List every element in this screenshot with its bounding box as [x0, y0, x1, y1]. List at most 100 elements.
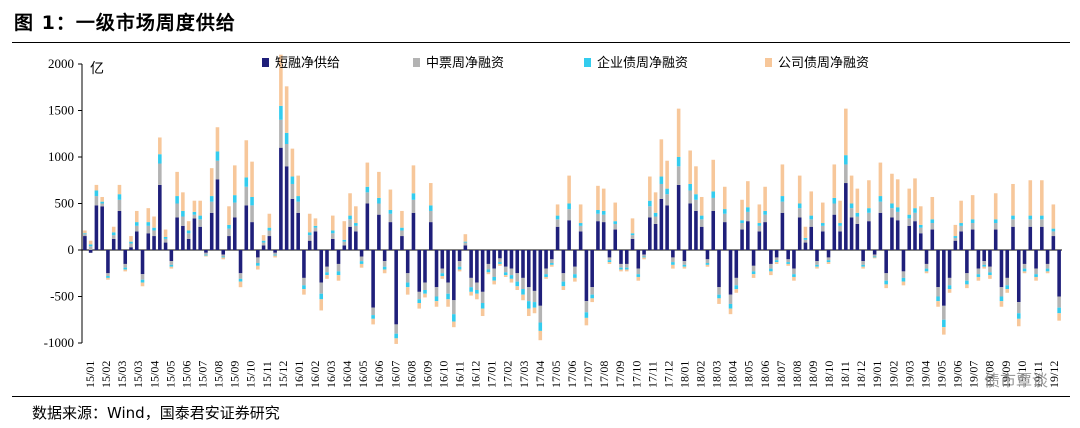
bar-segment — [653, 192, 658, 213]
bar-segment — [970, 195, 975, 220]
bar-segment — [970, 219, 975, 224]
bar-segment — [123, 263, 128, 268]
bar-segment — [123, 269, 128, 272]
bar-segment — [382, 269, 387, 274]
bar-segment — [601, 214, 606, 223]
bar-segment — [722, 213, 727, 223]
bar-segment — [844, 183, 848, 250]
bar-segment — [538, 305, 543, 323]
bar-segment — [676, 108, 681, 157]
bar-segment — [475, 282, 479, 290]
x-tick-label: 17/07 — [581, 361, 595, 388]
bar-segment — [1016, 250, 1021, 303]
bar-segment — [1040, 215, 1044, 220]
bar-segment — [890, 203, 894, 209]
bar-segment — [342, 241, 347, 246]
bar-segment — [890, 173, 894, 204]
bar-segment — [457, 269, 462, 272]
x-tick-label: 17/06 — [565, 361, 579, 388]
bar-segment — [209, 212, 214, 250]
bar-segment — [1011, 183, 1015, 216]
bar-segment — [198, 226, 202, 250]
bar-segment — [526, 301, 531, 309]
bar-segment — [428, 205, 433, 211]
bar-segment — [290, 148, 295, 177]
bar-segment — [198, 215, 202, 220]
bar-segment — [486, 272, 491, 275]
bar-segment — [849, 203, 854, 209]
bar-segment — [192, 211, 197, 215]
bar-segment — [809, 191, 814, 216]
bar-segment — [671, 262, 675, 265]
bar-segment — [561, 273, 566, 282]
x-tick-label: 17/04 — [533, 361, 547, 388]
bar-segment — [204, 252, 208, 255]
legend-swatch — [413, 58, 420, 67]
bar-segment — [457, 250, 462, 262]
bar-segment — [550, 250, 554, 260]
bar-segment — [273, 250, 277, 253]
bar-segment — [809, 226, 814, 250]
bar-segment — [417, 299, 422, 304]
bar-segment — [250, 196, 254, 206]
bar-segment — [469, 277, 473, 288]
bar-segment — [665, 160, 669, 189]
bar-segment — [423, 250, 427, 283]
bar-segment — [797, 217, 802, 250]
bar-segment — [1040, 226, 1044, 250]
bar-segment — [867, 208, 871, 213]
bar-segment — [965, 280, 969, 285]
bar-segment — [417, 291, 422, 300]
bar-segment — [394, 333, 398, 339]
bar-segment — [774, 262, 779, 264]
bar-segment — [705, 264, 710, 267]
bar-segment — [728, 250, 733, 295]
bar-segment — [140, 282, 145, 287]
bar-segment — [982, 250, 986, 262]
bar-segment — [359, 263, 364, 268]
bar-segment — [965, 284, 969, 289]
bar-segment — [440, 250, 445, 269]
bar-segment — [555, 204, 560, 216]
bar-segment — [475, 293, 479, 300]
bar-segment — [878, 196, 883, 202]
bar-segment — [256, 257, 260, 264]
bar-segment — [186, 221, 191, 231]
bar-segment — [665, 194, 669, 206]
bar-segment — [567, 209, 571, 221]
bar-segment — [849, 208, 854, 218]
bar-segment — [423, 289, 427, 294]
bar-segment — [382, 261, 387, 267]
bar-segment — [717, 298, 721, 304]
bar-segment — [1034, 276, 1038, 281]
bar-segment — [232, 202, 237, 218]
x-tick-label: 17/08 — [597, 361, 611, 388]
bar-segment — [757, 223, 762, 226]
y-tick-label: -1000 — [44, 335, 74, 350]
bar-segment — [181, 216, 185, 226]
legend-swatch — [584, 58, 591, 67]
bar-segment — [613, 223, 618, 230]
bar-segment — [521, 277, 525, 290]
bar-segment — [371, 307, 375, 316]
bar-segment — [924, 263, 929, 269]
bar-segment — [763, 214, 767, 223]
bar-segment — [717, 250, 721, 288]
bar-segment — [895, 207, 900, 212]
bar-segment — [1057, 313, 1061, 321]
bar-segment — [815, 250, 819, 262]
bar-segment — [186, 238, 191, 250]
bar-segment — [722, 186, 727, 210]
x-tick-label: 18/08 — [790, 361, 804, 388]
bar-segment — [792, 268, 796, 275]
bar-segment — [152, 230, 156, 237]
bar-segment — [215, 160, 220, 180]
bar-segment — [826, 250, 831, 258]
bar-segment — [867, 221, 871, 250]
bar-segment — [382, 266, 387, 270]
bar-segment — [215, 127, 220, 152]
bar-segment — [503, 275, 508, 277]
bar-segment — [279, 119, 283, 148]
bar-segment — [509, 250, 514, 269]
bar-segment — [861, 250, 865, 262]
